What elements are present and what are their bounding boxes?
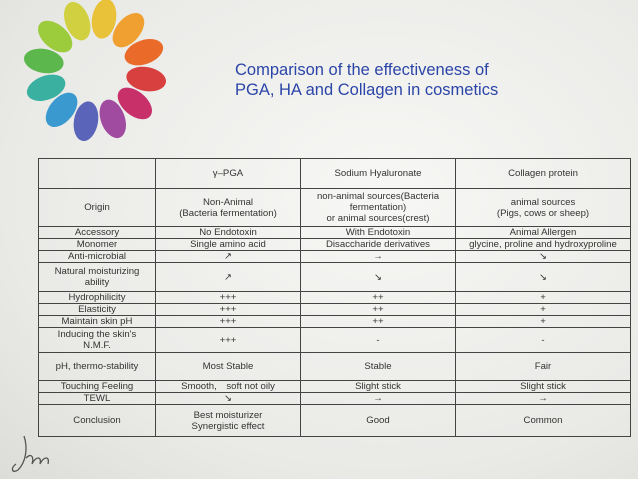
table-cell: Collagen protein bbox=[455, 158, 631, 189]
table-row: Conclusion Best moisturizer Synergistic ef… bbox=[38, 404, 631, 437]
table-cell: Slight stick bbox=[300, 380, 456, 393]
table-cell: ↘ bbox=[455, 262, 631, 292]
table-cell: animal sources (Pigs, cows or sheep) bbox=[455, 188, 631, 227]
table-cell: Elasticity bbox=[38, 303, 156, 316]
signature-stroke bbox=[11, 435, 50, 472]
cell-line: Inducing the skin's bbox=[57, 329, 137, 340]
cell-line: or animal sources(crest) bbox=[326, 213, 430, 224]
table-cell: + bbox=[455, 303, 631, 316]
table-cell: With Endotoxin bbox=[300, 226, 456, 239]
table-cell: + bbox=[455, 291, 631, 304]
table-row: Anti-microbial ↗ → ↘ bbox=[38, 250, 631, 263]
table-cell: No Endotoxin bbox=[155, 226, 301, 239]
table-cell: - bbox=[300, 327, 456, 353]
table-cell: ↘ bbox=[155, 392, 301, 405]
cell-line: Best moisturizer bbox=[193, 409, 263, 421]
table-cell: Best moisturizer Synergistic effect bbox=[155, 404, 301, 437]
table-row: Natural moisturizing ability ↗ ↘ ↘ bbox=[38, 262, 631, 292]
table-cell: Good bbox=[300, 404, 456, 437]
table-cell: Single amino acid bbox=[155, 238, 301, 251]
table-cell: → bbox=[300, 392, 456, 405]
table-cell: Sodium Hyaluronate bbox=[300, 158, 456, 189]
cell-line: animal sources bbox=[510, 196, 576, 208]
title-line: PGA, HA and Collagen in cosmetics bbox=[235, 81, 499, 99]
cell-line: non-animal sources(Bacteria bbox=[316, 191, 440, 202]
table-cell: → bbox=[300, 250, 456, 263]
table-cell: - bbox=[455, 327, 631, 353]
table-row: Origin Non-Animal (Bacteria fermentation) n… bbox=[38, 188, 631, 227]
comparison-table: γ–PGA Sodium Hyaluronate Collagen protein O… bbox=[38, 158, 631, 437]
table-cell: TEWL bbox=[38, 392, 156, 405]
table-row: TEWL ↘ → → bbox=[38, 392, 631, 405]
table-cell: non-animal sources(Bacteria fermentation)… bbox=[300, 188, 456, 227]
table-cell: Disaccharide derivatives bbox=[300, 238, 456, 251]
leaf-wreath bbox=[23, 0, 167, 142]
table-cell: → bbox=[455, 392, 631, 405]
table-row: Hydrophilicity +++ ++ + bbox=[38, 291, 631, 304]
table-cell: Stable bbox=[300, 352, 456, 381]
table-cell: ↘ bbox=[300, 262, 456, 292]
table-row: Inducing the skin's N.M.F. +++ - - bbox=[38, 327, 631, 353]
table-cell: ++ bbox=[300, 315, 456, 328]
table-cell: Monomer bbox=[38, 238, 156, 251]
table-cell: Non-Animal (Bacteria fermentation) bbox=[155, 188, 301, 227]
table-cell: Conclusion bbox=[38, 404, 156, 437]
table-cell: +++ bbox=[155, 327, 301, 353]
table-cell: Slight stick bbox=[455, 380, 631, 393]
table-cell: Hydrophilicity bbox=[38, 291, 156, 304]
table-cell: Fair bbox=[455, 352, 631, 381]
cell-line: (Bacteria fermentation) bbox=[179, 207, 277, 219]
title-line: Comparison of the effectiveness of bbox=[235, 61, 489, 79]
table-cell: ↗ bbox=[155, 262, 301, 292]
table-row: Elasticity +++ ++ + bbox=[38, 303, 631, 316]
cell-line: ability bbox=[84, 277, 110, 288]
table-cell: ↘ bbox=[455, 250, 631, 263]
table-cell: ++ bbox=[300, 303, 456, 316]
table-cell: Natural moisturizing ability bbox=[38, 262, 156, 292]
table-cell: + bbox=[455, 315, 631, 328]
table-cell: Origin bbox=[38, 188, 156, 227]
table-cell: ↗ bbox=[155, 250, 301, 263]
table-cell: γ–PGA bbox=[155, 158, 301, 189]
cell-line: N.M.F. bbox=[83, 340, 111, 351]
table-cell: Touching Feeling bbox=[38, 380, 156, 393]
cell-line: fermentation) bbox=[349, 202, 407, 213]
table-cell: Most Stable bbox=[155, 352, 301, 381]
table-cell: Accessory bbox=[38, 226, 156, 239]
table-cell: +++ bbox=[155, 315, 301, 328]
table-row: Touching Feeling Smooth, soft not oily Sli… bbox=[38, 380, 631, 393]
table-cell: Animal Allergen bbox=[455, 226, 631, 239]
signature bbox=[11, 435, 50, 472]
table-row: Monomer Single amino acid Disaccharide der… bbox=[38, 238, 631, 251]
table-cell: ++ bbox=[300, 291, 456, 304]
table-row: Maintain skin pH +++ ++ + bbox=[38, 315, 631, 328]
table-row: Accessory No Endotoxin With Endotoxin Anima… bbox=[38, 226, 631, 239]
leaves bbox=[23, 0, 167, 142]
table-cell: pH, thermo-stability bbox=[38, 352, 156, 381]
header-row: γ–PGA Sodium Hyaluronate Collagen protein bbox=[38, 158, 631, 189]
table-cell bbox=[38, 158, 156, 189]
cell-line: Synergistic effect bbox=[191, 420, 265, 432]
table-cell: +++ bbox=[155, 291, 301, 304]
table-cell: glycine, proline and hydroxyproline bbox=[455, 238, 631, 251]
table-row: pH, thermo-stability Most Stable Stable Fai… bbox=[38, 352, 631, 381]
table-cell: Anti-microbial bbox=[38, 250, 156, 263]
cell-line: Natural moisturizing bbox=[54, 266, 140, 277]
slide-title: Comparison of the effectiveness of PGA, … bbox=[235, 60, 498, 100]
table-cell: Inducing the skin's N.M.F. bbox=[38, 327, 156, 353]
table-cell: Smooth, soft not oily bbox=[155, 380, 301, 393]
table-cell: +++ bbox=[155, 303, 301, 316]
cell-line: (Pigs, cows or sheep) bbox=[496, 207, 590, 219]
cell-line: Non-Animal bbox=[202, 196, 254, 208]
table-cell: Common bbox=[455, 404, 631, 437]
table-cell: Maintain skin pH bbox=[38, 315, 156, 328]
